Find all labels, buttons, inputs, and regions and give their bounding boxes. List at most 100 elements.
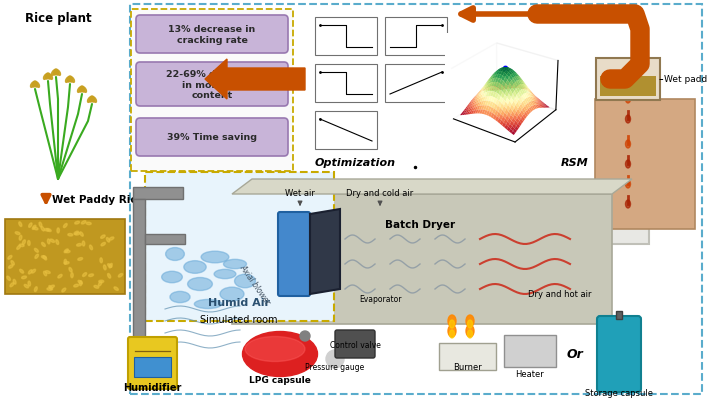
FancyBboxPatch shape (439, 343, 496, 370)
Ellipse shape (94, 286, 99, 289)
FancyBboxPatch shape (596, 59, 660, 101)
Ellipse shape (15, 232, 20, 235)
Ellipse shape (165, 248, 185, 261)
Ellipse shape (88, 98, 91, 103)
Ellipse shape (118, 274, 122, 277)
Ellipse shape (91, 97, 95, 103)
Ellipse shape (64, 224, 67, 228)
Ellipse shape (57, 71, 61, 76)
FancyBboxPatch shape (607, 70, 649, 244)
Text: Wet paddy rice: Wet paddy rice (664, 75, 707, 84)
Ellipse shape (47, 288, 52, 291)
Text: Heater: Heater (515, 369, 544, 378)
Text: LPG capsule: LPG capsule (249, 375, 311, 384)
Ellipse shape (450, 320, 455, 328)
FancyBboxPatch shape (278, 213, 310, 296)
Ellipse shape (64, 260, 66, 265)
Ellipse shape (626, 160, 631, 168)
Ellipse shape (19, 236, 22, 241)
Text: Storage capsule: Storage capsule (585, 388, 653, 397)
FancyBboxPatch shape (597, 316, 641, 392)
Ellipse shape (47, 74, 50, 80)
Ellipse shape (66, 78, 69, 83)
Ellipse shape (57, 228, 59, 233)
Ellipse shape (76, 244, 81, 247)
Ellipse shape (30, 83, 35, 88)
Ellipse shape (29, 223, 32, 228)
FancyBboxPatch shape (145, 172, 334, 321)
Ellipse shape (88, 274, 93, 277)
Ellipse shape (187, 278, 212, 291)
FancyBboxPatch shape (133, 188, 183, 200)
Ellipse shape (75, 222, 80, 225)
FancyBboxPatch shape (315, 112, 377, 150)
Polygon shape (232, 180, 632, 194)
Ellipse shape (184, 261, 206, 273)
FancyBboxPatch shape (131, 10, 293, 172)
Ellipse shape (35, 287, 37, 292)
Ellipse shape (69, 268, 72, 272)
FancyBboxPatch shape (134, 357, 171, 377)
Ellipse shape (33, 227, 38, 230)
Ellipse shape (64, 249, 69, 253)
Ellipse shape (47, 239, 50, 244)
FancyBboxPatch shape (232, 194, 612, 324)
Ellipse shape (13, 279, 16, 284)
Ellipse shape (90, 245, 93, 250)
Ellipse shape (81, 87, 84, 93)
Ellipse shape (35, 249, 38, 253)
Ellipse shape (42, 256, 46, 259)
Ellipse shape (109, 264, 112, 268)
Ellipse shape (245, 337, 305, 362)
Ellipse shape (35, 83, 40, 88)
Ellipse shape (44, 271, 47, 276)
Ellipse shape (466, 315, 474, 327)
Ellipse shape (35, 255, 38, 259)
Ellipse shape (41, 227, 45, 231)
Polygon shape (310, 209, 340, 294)
Ellipse shape (75, 233, 80, 235)
FancyBboxPatch shape (600, 77, 656, 97)
Ellipse shape (8, 265, 13, 269)
Ellipse shape (20, 269, 23, 273)
Ellipse shape (99, 280, 104, 283)
Text: Burner: Burner (452, 362, 481, 371)
Ellipse shape (44, 75, 47, 80)
FancyBboxPatch shape (385, 65, 447, 103)
Ellipse shape (49, 75, 52, 80)
Ellipse shape (194, 300, 222, 309)
Ellipse shape (78, 258, 83, 261)
Ellipse shape (10, 283, 14, 287)
FancyBboxPatch shape (145, 235, 185, 244)
Ellipse shape (467, 320, 472, 328)
FancyBboxPatch shape (136, 63, 288, 107)
Ellipse shape (448, 315, 456, 327)
FancyBboxPatch shape (385, 18, 447, 56)
Ellipse shape (107, 274, 111, 278)
Ellipse shape (49, 286, 54, 288)
Ellipse shape (33, 82, 35, 88)
Ellipse shape (22, 276, 27, 279)
Ellipse shape (467, 330, 472, 338)
Text: Humid Air: Humid Air (208, 297, 270, 307)
Ellipse shape (11, 261, 14, 265)
Ellipse shape (103, 265, 106, 270)
Text: RSM: RSM (561, 158, 589, 168)
Ellipse shape (107, 264, 112, 268)
Ellipse shape (109, 237, 114, 241)
Ellipse shape (74, 285, 78, 287)
Text: Pressure gauge: Pressure gauge (305, 362, 365, 371)
Ellipse shape (93, 98, 96, 103)
Ellipse shape (17, 246, 21, 250)
FancyArrow shape (205, 60, 305, 100)
Ellipse shape (98, 282, 102, 286)
Ellipse shape (100, 258, 103, 263)
Ellipse shape (74, 231, 78, 235)
Ellipse shape (45, 229, 49, 232)
FancyBboxPatch shape (136, 119, 288, 157)
Text: 22-69% decrease
in moisture
content: 22-69% decrease in moisture content (166, 70, 257, 100)
Ellipse shape (35, 82, 37, 88)
Text: Optimization: Optimization (315, 158, 395, 168)
Ellipse shape (201, 251, 229, 263)
Ellipse shape (114, 287, 118, 291)
